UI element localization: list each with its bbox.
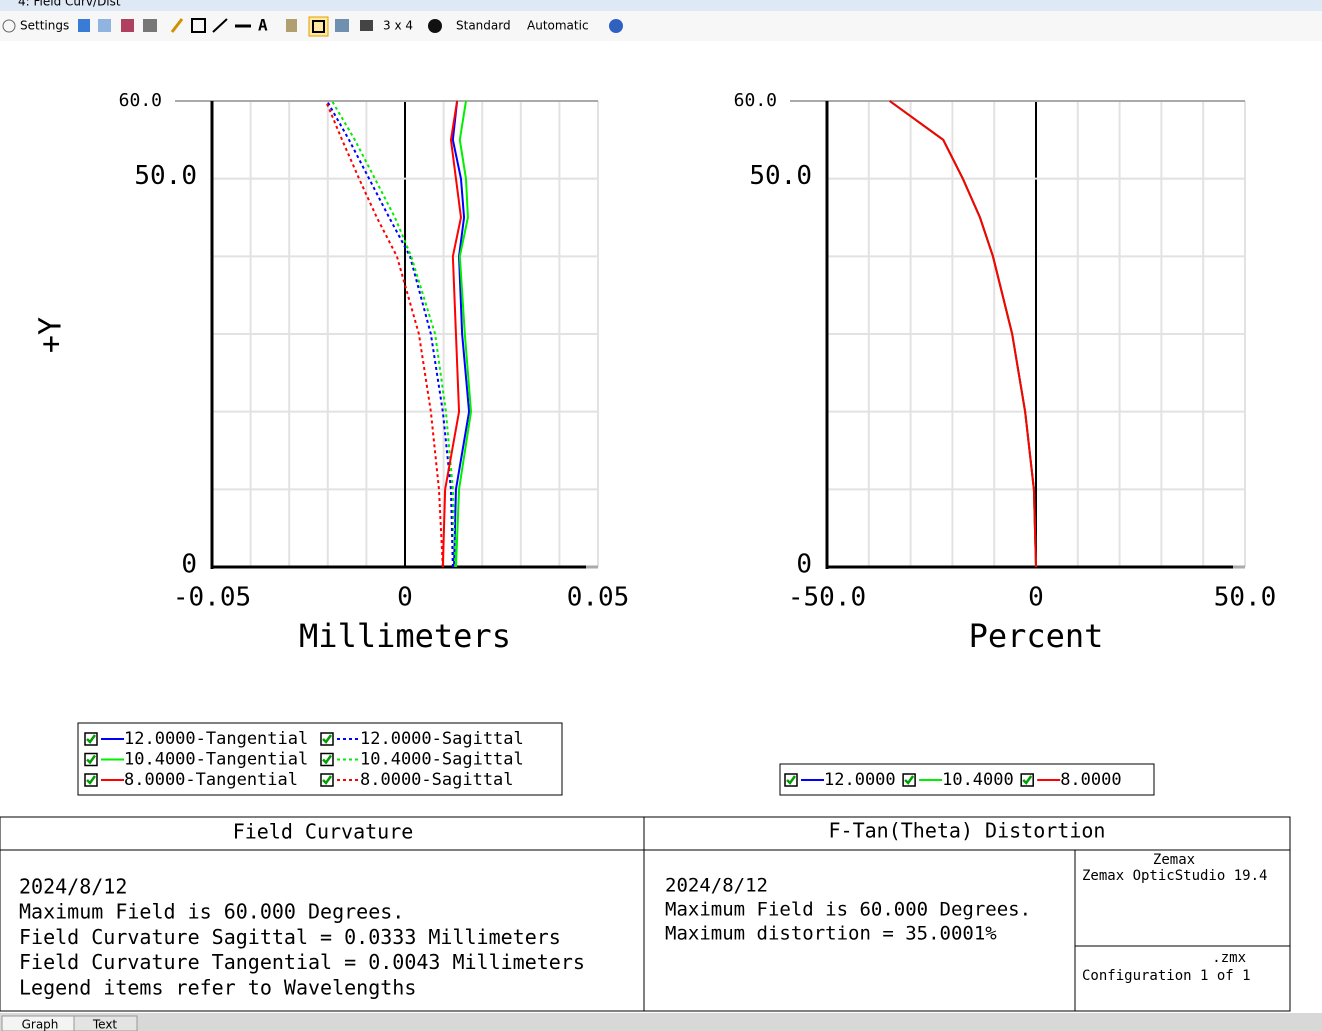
x-tick-label: 0.05 bbox=[567, 583, 630, 613]
y-tick-label: 50.0 bbox=[749, 161, 812, 191]
panel-line: Maximum distortion = 35.0001% bbox=[665, 923, 997, 945]
legend-checkmark[interactable] bbox=[86, 734, 97, 744]
panel-line: 2024/8/12 bbox=[665, 875, 768, 897]
panel-title: F-Tan(Theta) Distortion bbox=[829, 819, 1106, 843]
title-bar bbox=[0, 0, 1322, 11]
window-title: 4: Field Curv/Dist bbox=[18, 0, 121, 9]
settings-icon[interactable] bbox=[2, 19, 16, 33]
legend-label[interactable]: 12.0000-Tangential bbox=[124, 729, 308, 749]
panel-border bbox=[0, 816, 1291, 1012]
panel-line: Maximum Field is 60.000 Degrees. bbox=[19, 900, 404, 924]
x-axis-label: Percent bbox=[969, 617, 1104, 655]
svg-text:A: A bbox=[258, 16, 268, 35]
info-configuration: Configuration 1 of 1 bbox=[1082, 968, 1251, 984]
series-line bbox=[441, 100, 462, 568]
legend-box bbox=[77, 722, 563, 796]
x-tick-label: 0 bbox=[1028, 583, 1044, 613]
tab-label[interactable]: Text bbox=[92, 1018, 118, 1031]
x-tick-label: 50.0 bbox=[1214, 583, 1277, 613]
x-tick-label: -50.0 bbox=[788, 583, 866, 613]
style-button[interactable]: Standard bbox=[456, 19, 511, 33]
info-product: Zemax OpticStudio 19.4 bbox=[1082, 868, 1267, 884]
y-tick-label: 60.0 bbox=[119, 90, 162, 111]
legend-checkmark[interactable] bbox=[786, 775, 797, 785]
text-panels: Zemax Zemax OpticStudio 19.4 .zmx Config… bbox=[0, 816, 1291, 1012]
x-tick-label: 0 bbox=[397, 583, 413, 613]
series-line bbox=[326, 100, 454, 568]
legend-label[interactable]: 8.0000 bbox=[1060, 770, 1121, 790]
series-line bbox=[889, 100, 1037, 568]
series-line bbox=[324, 100, 444, 568]
panel-line: Maximum Field is 60.000 Degrees. bbox=[665, 899, 1031, 921]
legend-label[interactable]: 10.4000-Sagittal bbox=[360, 750, 524, 770]
legend-checkmark[interactable] bbox=[1022, 775, 1033, 785]
panel-line: Legend items refer to Wavelengths bbox=[19, 975, 416, 999]
tab-bar bbox=[0, 1013, 1322, 1031]
legend-label[interactable]: 12.0000 bbox=[824, 770, 896, 790]
toolbar bbox=[0, 11, 1322, 41]
tab-label[interactable]: Graph bbox=[22, 1018, 59, 1031]
y-tick-label: 60.0 bbox=[734, 90, 777, 111]
x-tick-label: -0.05 bbox=[173, 583, 251, 613]
legend-label[interactable]: 10.4000 bbox=[942, 770, 1014, 790]
panel-line: Field Curvature Tangential = 0.0043 Mill… bbox=[19, 950, 585, 974]
y-tick-label: 0 bbox=[796, 550, 812, 580]
toolbar-icons[interactable]: A bbox=[78, 16, 623, 37]
legend-checkmark[interactable] bbox=[86, 754, 97, 765]
legend-label[interactable]: 12.0000-Sagittal bbox=[360, 729, 524, 749]
legend-box bbox=[779, 763, 1155, 796]
tab[interactable] bbox=[73, 1015, 138, 1031]
scale-button[interactable]: Automatic bbox=[527, 19, 589, 33]
info-company: Zemax bbox=[1153, 852, 1195, 868]
settings-button[interactable]: Settings bbox=[20, 19, 69, 33]
legend-label[interactable]: 8.0000-Tangential bbox=[124, 770, 298, 790]
info-file: .zmx bbox=[1212, 950, 1246, 966]
legend-checkmark[interactable] bbox=[86, 775, 97, 785]
y-tick-label: 0 bbox=[181, 550, 197, 580]
y-axis-label: +Y bbox=[34, 317, 69, 353]
legend-label[interactable]: 8.0000-Sagittal bbox=[360, 770, 514, 790]
legend-label[interactable]: 10.4000-Tangential bbox=[124, 750, 308, 770]
panel-line: Field Curvature Sagittal = 0.0333 Millim… bbox=[19, 925, 561, 949]
y-tick-label: 50.0 bbox=[134, 161, 197, 191]
panel-title: Field Curvature bbox=[233, 820, 414, 844]
legend-checkmark[interactable] bbox=[322, 754, 333, 765]
series-line bbox=[454, 100, 473, 568]
panel-line: 2024/8/12 bbox=[19, 875, 127, 899]
legend-checkmark[interactable] bbox=[322, 734, 333, 744]
legend-checkmark[interactable] bbox=[904, 775, 915, 785]
x-axis-label: Millimeters bbox=[299, 617, 511, 655]
legend-checkmark[interactable] bbox=[322, 775, 333, 785]
layout-button[interactable]: 3 x 4 bbox=[383, 19, 413, 33]
